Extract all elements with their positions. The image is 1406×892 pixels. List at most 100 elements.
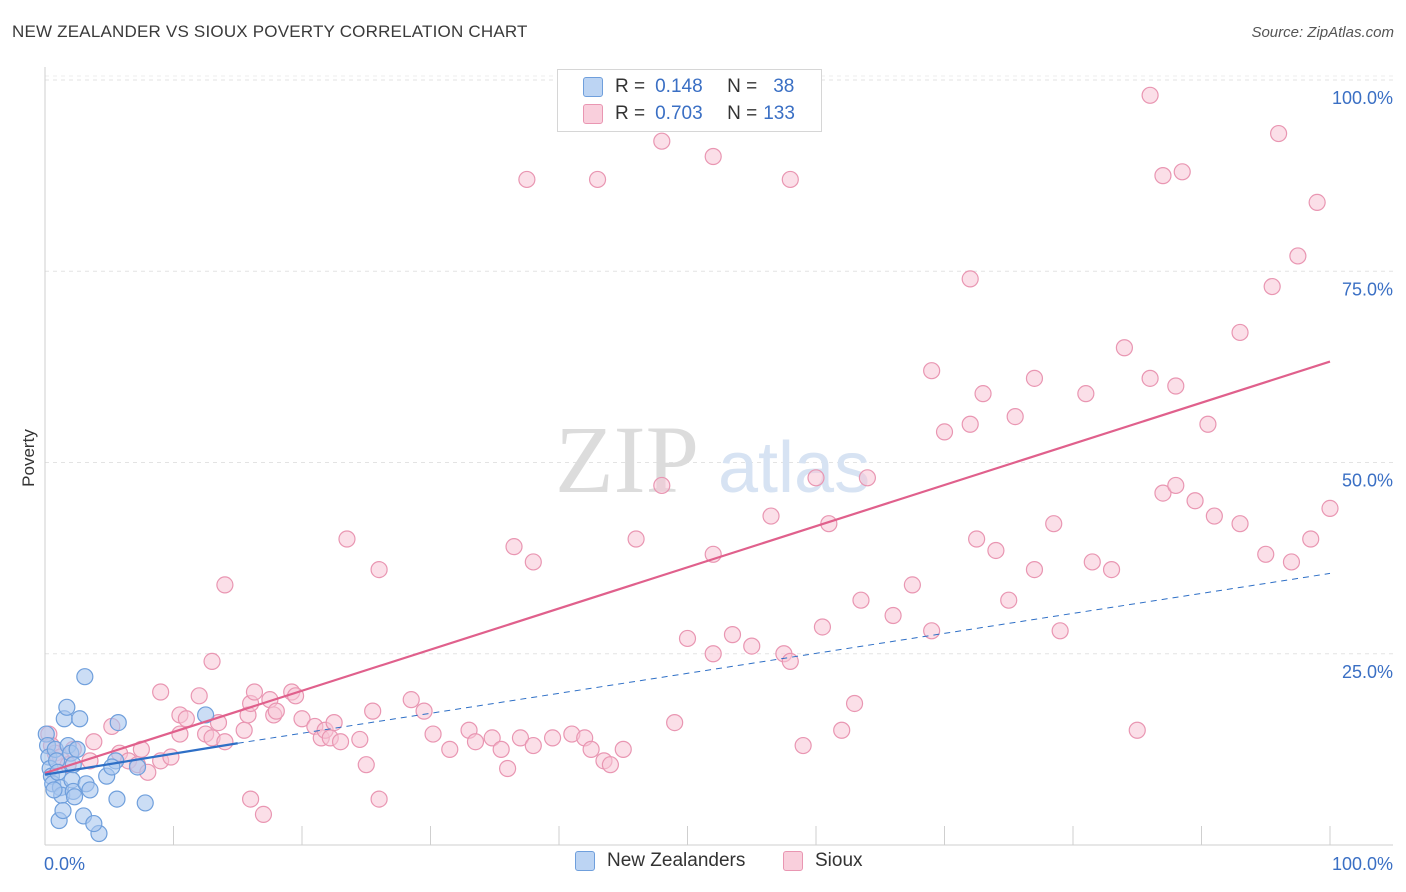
sioux-point	[601, 756, 620, 774]
sioux-point	[794, 736, 812, 755]
sioux-point	[203, 652, 221, 671]
sioux-point	[466, 733, 485, 751]
sioux-point	[1199, 415, 1217, 433]
sioux-point	[1231, 515, 1249, 533]
sioux-point	[1321, 499, 1339, 517]
sioux-point	[1167, 476, 1185, 495]
sioux-point	[1000, 591, 1018, 609]
sioux-point	[1263, 277, 1281, 296]
sioux-point	[1083, 553, 1101, 571]
sioux-point	[1128, 721, 1146, 739]
n-value: 133	[763, 103, 795, 124]
watermark-zip: ZIP	[555, 406, 699, 513]
new-zealanders-point	[109, 713, 127, 732]
watermark-atlas: atlas	[718, 428, 870, 508]
sioux-point	[582, 740, 600, 758]
r-value: 0.148	[655, 76, 703, 97]
sioux-point	[723, 626, 742, 644]
sioux-point	[1154, 484, 1172, 502]
sioux-point	[1077, 385, 1095, 403]
sioux-point	[331, 733, 350, 751]
new-zealanders-points	[37, 668, 215, 843]
sioux-point	[1051, 622, 1069, 640]
sioux-point	[441, 740, 459, 758]
n-value: 38	[773, 76, 795, 97]
legend-label: New Zealanders	[607, 850, 746, 871]
sioux-point	[338, 530, 356, 548]
sioux-point	[85, 733, 103, 751]
sioux-point	[781, 652, 799, 671]
tick-labels: 25.0% 50.0% 75.0% 100.0% 0.0% 100.0%	[44, 88, 1393, 874]
sioux-point	[858, 469, 877, 487]
new-zealanders-point	[81, 781, 99, 799]
sioux-point	[833, 721, 851, 739]
sioux-point	[1141, 86, 1159, 104]
new-zealanders-point	[71, 710, 89, 728]
sioux-point	[1205, 507, 1223, 525]
legend-row-sioux: R = 0.703 N = 133	[558, 101, 795, 127]
sioux-point	[614, 740, 632, 758]
sioux-point	[1269, 124, 1288, 143]
blue-swatch-icon	[583, 77, 603, 97]
new-zealanders-point	[45, 781, 63, 799]
sioux-points	[40, 86, 1339, 824]
new-zealanders-point	[136, 794, 154, 812]
r-label: R =	[615, 76, 646, 97]
legend-item-new-zealanders[interactable]: New Zealanders	[575, 850, 745, 872]
n-label: N =	[727, 103, 758, 124]
y-tick-label: 25.0%	[1342, 662, 1393, 682]
x-tick-label: 100.0%	[1332, 854, 1393, 874]
sioux-point	[588, 170, 607, 189]
sioux-point	[1025, 560, 1044, 579]
legend-item-sioux[interactable]: Sioux	[783, 850, 863, 872]
series-legend: New Zealanders Sioux	[0, 850, 1406, 878]
sioux-point	[152, 683, 170, 701]
axes	[44, 67, 1393, 846]
sioux-point	[852, 591, 870, 609]
sioux-point	[524, 736, 542, 755]
sioux-point	[518, 170, 536, 189]
sioux-point	[492, 740, 510, 758]
new-zealanders-point	[103, 758, 121, 776]
new-zealanders-point	[54, 801, 72, 820]
sioux-point	[370, 790, 388, 808]
y-tick-label: 100.0%	[1332, 88, 1393, 108]
sioux-point	[1302, 530, 1320, 548]
source-label: Source: ZipAtlas.com	[1251, 24, 1394, 41]
sioux-point	[242, 790, 260, 808]
sioux-point	[704, 645, 722, 663]
sioux-point	[813, 618, 832, 636]
sioux-point	[1186, 492, 1204, 510]
new-zealanders-point	[65, 788, 84, 806]
sioux-point	[293, 710, 311, 728]
r-value: 0.703	[655, 103, 703, 124]
sioux-point	[961, 415, 979, 433]
sioux-point	[177, 710, 195, 728]
sioux-point	[704, 147, 722, 166]
sioux-point	[961, 270, 979, 288]
sioux-point	[781, 170, 799, 189]
y-tick-label: 75.0%	[1342, 279, 1393, 299]
blue-swatch-icon	[575, 851, 595, 871]
sioux-point	[762, 507, 780, 525]
sioux-point	[524, 553, 542, 571]
sioux-point	[357, 756, 375, 774]
y-tick-label: 50.0%	[1342, 471, 1393, 491]
sioux-point	[235, 721, 253, 739]
y-axis-label: Poverty	[19, 429, 38, 487]
sioux-point	[1102, 560, 1121, 579]
sioux-point	[666, 713, 684, 732]
sioux-point	[254, 805, 273, 824]
sioux-point	[743, 637, 761, 655]
n-label: N =	[727, 76, 758, 97]
sioux-point	[1289, 247, 1307, 265]
sioux-point	[884, 606, 902, 625]
sioux-point	[499, 759, 517, 778]
sioux-point	[1115, 339, 1134, 357]
watermark: ZIP atlas	[555, 406, 870, 513]
sioux-point	[267, 702, 285, 720]
sioux-point	[190, 687, 208, 705]
sioux-point	[968, 530, 986, 548]
sioux-point	[505, 538, 523, 556]
